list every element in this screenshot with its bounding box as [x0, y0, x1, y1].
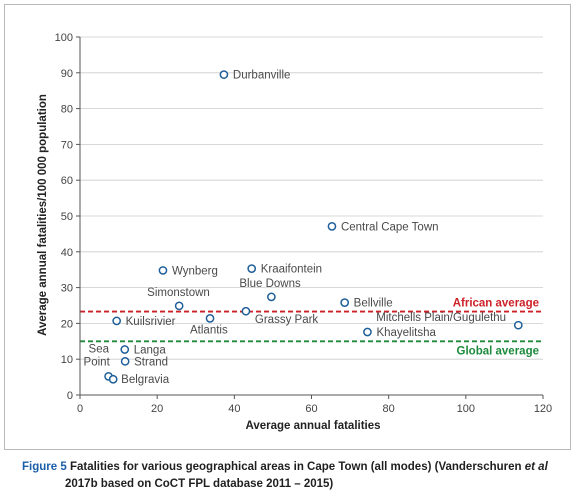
point-label-atlantis: Atlantis — [190, 324, 228, 336]
y-tick-label-60: 60 — [61, 175, 73, 187]
african-average-label: African average — [453, 298, 539, 310]
point-atlantis — [205, 314, 215, 323]
x-tick-label-60: 60 — [305, 403, 317, 415]
global-average-label: Global average — [457, 345, 539, 357]
scatter-chart: African average Global average 0 10 20 30 40 5… — [37, 32, 553, 432]
x-tick-label-40: 40 — [228, 403, 240, 415]
y-tick-label-50: 50 — [61, 211, 73, 223]
point-belgravia — [108, 374, 118, 384]
x-tick-label-0: 0 — [77, 403, 83, 415]
point-label-central-cape-town: Central Cape Town — [341, 221, 439, 233]
point-khayelitsha — [363, 327, 372, 337]
point-label-bellville: Bellville — [354, 298, 393, 310]
point-label-grassy-park: Grassy Park — [255, 314, 319, 326]
gridlines — [80, 36, 543, 360]
point-label-durbanville: Durbanville — [233, 70, 291, 82]
point-label-kraaifontein: Kraaifontein — [261, 264, 322, 276]
point-label-langa: Langa — [134, 345, 167, 357]
y-tick-label-10: 10 — [61, 354, 73, 366]
axes: 0 10 20 30 40 50 60 70 80 90 100 0 20 40 60 80 100 120 — [55, 32, 553, 415]
y-tick-label-20: 20 — [61, 318, 73, 330]
y-tick-label-0: 0 — [67, 390, 73, 402]
point-label-wynberg: Wynberg — [172, 265, 218, 277]
y-tick-label-70: 70 — [61, 139, 73, 151]
point-strand — [120, 356, 130, 366]
point-simonstown — [174, 301, 184, 311]
x-tick-label-120: 120 — [534, 403, 552, 415]
point-grassy-park — [241, 306, 251, 316]
figure-caption: Figure 5 Fatalities for various geograph… — [22, 459, 570, 493]
point-bellville — [340, 298, 350, 307]
point-label-blue-downs: Blue Downs — [239, 278, 301, 290]
point-label-belgravia: Belgravia — [121, 374, 170, 386]
figure-label: Figure 5 — [22, 461, 67, 473]
x-tick-label-80: 80 — [383, 403, 395, 415]
point-label-kuilsrivier: Kuilsrivier — [126, 316, 176, 328]
y-tick-label-80: 80 — [61, 104, 73, 116]
x-axis-title: Average annual fatalities — [245, 420, 380, 432]
figure-frame — [4, 4, 571, 450]
point-wynberg — [158, 266, 168, 275]
point-blue-downs — [267, 292, 276, 302]
y-tick-label-30: 30 — [61, 283, 73, 295]
point-label-mitchells-plain-gugulethu: Mitchells Plain/Gugulethu — [376, 312, 506, 324]
x-tick-label-100: 100 — [457, 403, 475, 415]
y-tick-label-100: 100 — [55, 32, 73, 44]
point-mitchells-plain-gugulethu — [513, 320, 523, 330]
y-tick-label-90: 90 — [61, 68, 73, 80]
point-labels: Durbanville Central Cape Town Wynberg Kraai… — [84, 70, 507, 387]
y-axis-title: Average annual fatalities/100 000 popula… — [37, 94, 49, 336]
point-durbanville — [219, 70, 229, 79]
point-label-khayelitsha: Khayelitsha — [376, 327, 436, 339]
point-label-strand: Strand — [134, 356, 168, 368]
x-tick-label-20: 20 — [151, 403, 163, 415]
caption-text-1: Fatalities for various geographical area… — [69, 461, 525, 473]
point-label-point: Point — [84, 356, 111, 368]
point-label-simonstown: Simonstown — [147, 287, 210, 299]
caption-et-al: et al — [524, 461, 548, 473]
reference-lines: African average Global average — [80, 298, 543, 357]
point-langa — [120, 345, 130, 354]
data-points — [104, 70, 523, 384]
y-tick-label-40: 40 — [61, 247, 73, 259]
point-kraaifontein — [247, 264, 257, 273]
point-kuilsrivier — [112, 316, 122, 326]
point-central-cape-town — [327, 222, 337, 231]
caption-text-2: 2017b based on CoCT FPL database 2011 – … — [65, 478, 334, 490]
point-label-sea: Sea — [89, 343, 110, 355]
